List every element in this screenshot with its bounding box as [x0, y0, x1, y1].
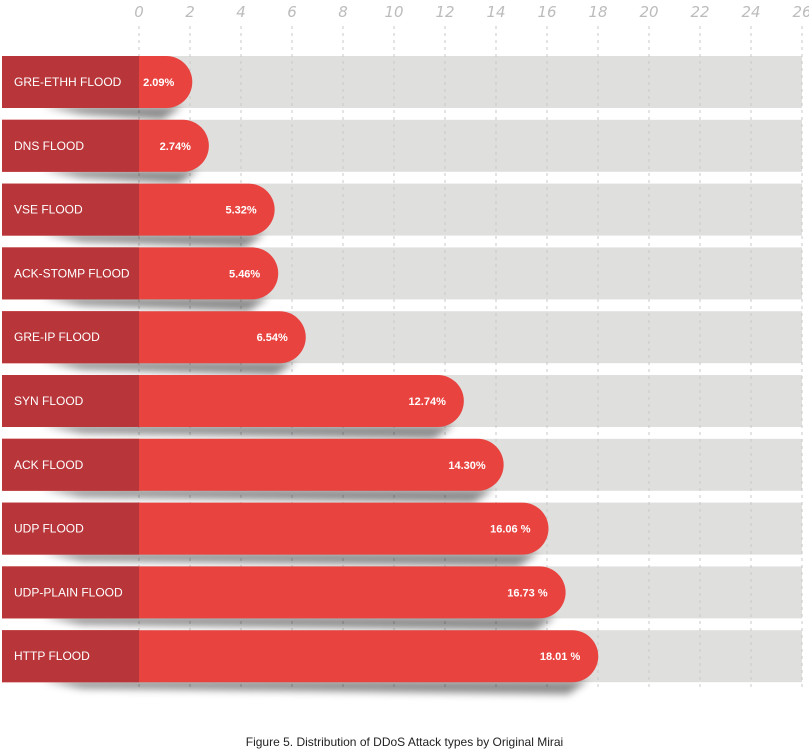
bar: UDP-PLAIN FLOOD 16.73 % [2, 566, 566, 619]
category-tab [2, 566, 139, 619]
value-label: 18.01 % [540, 651, 581, 663]
category-label: SYN FLOOD [14, 394, 84, 408]
bar: HTTP FLOOD 18.01 % [2, 630, 599, 683]
bar-fill [2, 630, 599, 683]
category-label: GRE-IP FLOOD [14, 330, 100, 344]
bar: ACK-STOMP FLOOD 5.46% [2, 247, 279, 300]
bar: GRE-IP FLOOD 6.54% [2, 311, 306, 364]
bar-shadow [42, 233, 265, 248]
category-label: HTTP FLOOD [14, 649, 90, 663]
category-tab [2, 630, 139, 683]
bar: GRE-ETHH FLOOD 2.09% [2, 56, 193, 108]
bar-shadow [42, 552, 539, 567]
value-label: 2.09% [143, 77, 174, 89]
bar-shadow [42, 169, 199, 184]
category-label: UDP-PLAIN FLOOD [14, 585, 123, 599]
x-tick-label: 26 [792, 3, 809, 21]
x-tick-label: 24 [741, 3, 760, 21]
bar-shadow [42, 361, 296, 376]
category-tab [2, 56, 139, 108]
category-label: GRE-ETHH FLOOD [14, 75, 122, 89]
x-tick-label: 16 [537, 3, 556, 21]
x-tick-label: 12 [435, 3, 454, 21]
value-label: 6.54% [257, 332, 288, 344]
x-tick-label: 8 [338, 3, 348, 21]
value-label: 12.74% [409, 396, 447, 408]
bar: UDP FLOOD 16.06 % [2, 502, 549, 555]
bar: VSE FLOOD 5.32% [2, 183, 275, 236]
value-label: 16.73 % [507, 587, 548, 599]
category-label: VSE FLOOD [14, 203, 83, 217]
x-tick-label: 6 [287, 3, 297, 21]
x-tick-label: 14 [486, 3, 505, 21]
category-label: UDP FLOOD [14, 522, 84, 536]
category-tab [2, 183, 139, 236]
x-tick-label: 20 [639, 3, 658, 21]
category-label: ACK FLOOD [14, 458, 84, 472]
bar: SYN FLOOD 12.74% [2, 375, 464, 427]
category-tab [2, 119, 139, 172]
bar-shadow [42, 680, 589, 695]
category-tab [2, 375, 139, 427]
bar: DNS FLOOD 2.74% [2, 119, 209, 172]
value-label: 2.74% [160, 141, 191, 153]
category-tab [2, 438, 139, 491]
x-tick-label: 10 [384, 3, 403, 21]
category-label: DNS FLOOD [14, 139, 84, 153]
bar-shadow [42, 616, 556, 631]
category-label: ACK-STOMP FLOOD [14, 266, 130, 280]
category-tab [2, 247, 139, 300]
bar-fill [2, 566, 566, 619]
x-tick-label: 18 [588, 3, 607, 21]
x-tick-label: 0 [134, 3, 144, 21]
bar-shadow [42, 488, 494, 503]
x-tick-label: 4 [236, 3, 246, 21]
bar-shadow [42, 106, 183, 120]
x-tick-label: 2 [185, 3, 195, 21]
value-label: 5.46% [229, 268, 260, 280]
bar-shadow [42, 297, 269, 312]
x-tick-label: 22 [690, 3, 709, 21]
category-tab [2, 502, 139, 555]
bar: ACK FLOOD 14.30% [2, 438, 504, 491]
figure-caption: Figure 5. Distribution of DDoS Attack ty… [245, 735, 564, 749]
value-label: 16.06 % [490, 524, 531, 536]
category-tab [2, 311, 139, 364]
value-label: 5.32% [225, 205, 256, 217]
value-label: 14.30% [448, 460, 486, 472]
bar-shadow [42, 425, 454, 439]
